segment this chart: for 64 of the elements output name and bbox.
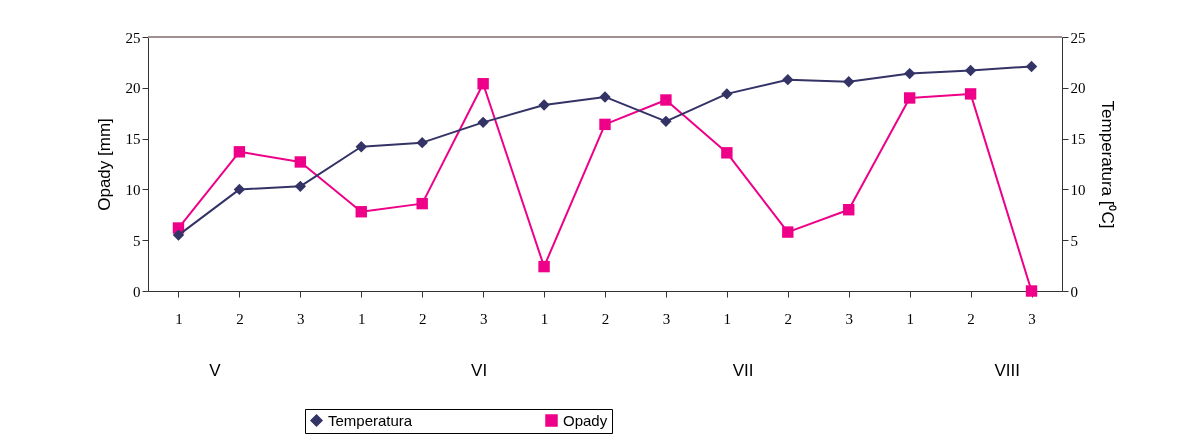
x-tick-label: 1 [540, 310, 549, 327]
point [1025, 285, 1038, 297]
x-tick-label: 1 [358, 310, 366, 327]
point [477, 78, 489, 90]
point [964, 64, 977, 77]
point [294, 156, 307, 168]
point [538, 99, 550, 111]
x-tick-label: 1 [175, 310, 183, 327]
point [233, 183, 246, 196]
point [660, 115, 672, 128]
x-tick-label: 3 [297, 310, 305, 327]
legend-label: Opady [563, 411, 608, 429]
y-tick-label: 15 [125, 131, 141, 148]
point [660, 94, 672, 106]
x-tick-label: 2 [784, 310, 793, 327]
y2-tick-label: 0 [1070, 283, 1078, 300]
text: VII [732, 361, 754, 380]
x-tick-label: 1 [906, 310, 914, 327]
y2-tick-label: 25 [1070, 29, 1086, 46]
x-tick-label: 1 [723, 310, 732, 327]
point [416, 136, 428, 149]
point [843, 76, 855, 88]
point [782, 226, 794, 238]
y2-tick-label: 10 [1070, 181, 1086, 198]
point [416, 197, 428, 210]
y2-tick-label: 20 [1070, 80, 1086, 97]
x-tick-label: 3 [1028, 310, 1036, 327]
text: VI [471, 361, 488, 380]
y-axis-title: Opady [mm] [94, 118, 114, 211]
point [538, 260, 550, 273]
text: V [209, 361, 222, 380]
x-tick-label: 2 [967, 310, 975, 327]
x-tick-label: 2 [236, 310, 244, 327]
point [903, 92, 916, 104]
legend-label: Temperatura [328, 411, 413, 429]
point [903, 67, 916, 80]
x-tick-label: 2 [601, 310, 610, 327]
y-tick-label: 0 [133, 283, 141, 300]
point [1025, 60, 1038, 73]
point [172, 229, 185, 241]
point [477, 116, 489, 129]
point [721, 147, 733, 159]
y-tick-label: 25 [125, 29, 141, 46]
y-tick-label: 20 [125, 80, 141, 97]
y2-tick-label: 5 [1070, 232, 1078, 249]
x-tick-label: 2 [418, 310, 427, 327]
point [964, 88, 977, 100]
y-tick-label: 5 [133, 232, 141, 249]
x-tick-label: 3 [662, 310, 671, 327]
point [355, 141, 367, 153]
y2-tick-label: 15 [1070, 131, 1086, 148]
point [355, 206, 367, 218]
point [843, 204, 855, 216]
point [721, 88, 733, 100]
x-tick-label: 3 [479, 310, 488, 327]
text: VIII [994, 361, 1020, 380]
point [599, 118, 611, 131]
point [782, 73, 794, 86]
y-tick-label: 10 [125, 181, 141, 198]
point [294, 180, 307, 193]
y2-axis-title: Temperatura [⁰C] [1097, 100, 1117, 229]
point [599, 91, 611, 103]
point [233, 146, 246, 158]
x-tick-label: 3 [845, 310, 853, 327]
